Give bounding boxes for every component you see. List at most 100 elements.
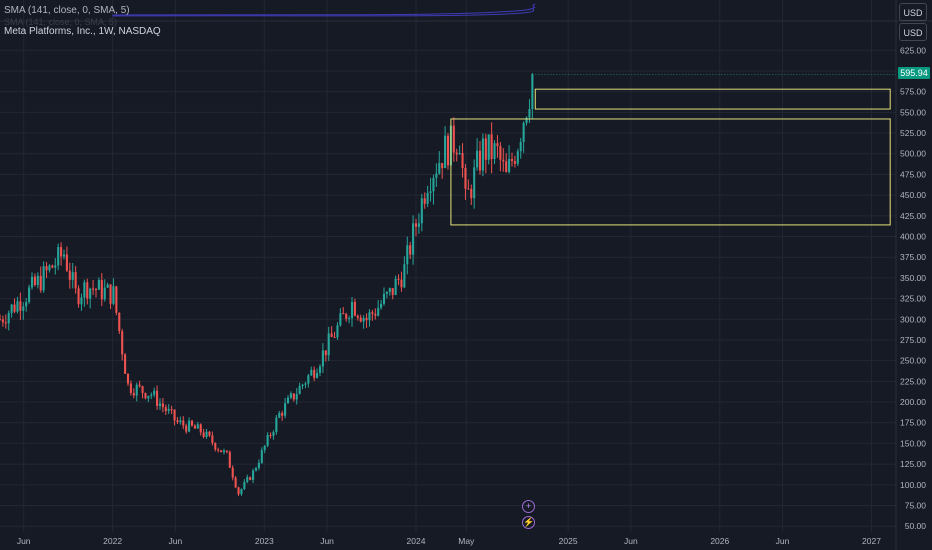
candle-body	[156, 390, 159, 406]
x-tick-label: 2022	[103, 536, 122, 546]
candle-body	[371, 312, 374, 314]
candle-body	[473, 167, 476, 199]
currency-button-main[interactable]: USD	[899, 23, 927, 41]
candle-body	[77, 288, 80, 305]
candle-body	[423, 198, 426, 204]
candle-body	[115, 286, 118, 313]
candle-body	[508, 158, 511, 173]
candle-body	[100, 279, 103, 300]
candle-body	[33, 276, 36, 285]
sma-indicator-pane	[112, 3, 536, 17]
candle-body	[391, 288, 394, 295]
candle-body	[333, 336, 336, 338]
candle-body	[348, 318, 351, 320]
y-tick-label: 550.00	[900, 107, 926, 117]
candle-body	[112, 286, 115, 304]
candle-body	[385, 292, 388, 294]
candle-body	[316, 372, 319, 378]
candle-body	[510, 158, 514, 162]
candle-body	[1, 319, 4, 323]
candle-body	[225, 450, 228, 452]
candle-body	[173, 409, 176, 421]
candle-body	[353, 301, 356, 316]
candle-body	[414, 223, 418, 227]
candle-body	[476, 150, 479, 168]
candle-body	[252, 470, 255, 480]
candle-body	[435, 173, 438, 178]
candle-body	[441, 163, 444, 169]
candle-body	[94, 289, 98, 291]
plus-icon[interactable]: +	[522, 500, 535, 513]
candle-body	[342, 313, 345, 315]
candle-body	[481, 138, 484, 171]
sma-line	[112, 6, 536, 17]
candle-body	[362, 317, 365, 322]
candle-body	[39, 275, 42, 291]
candle-body	[202, 432, 205, 437]
y-tick-label: 125.00	[900, 459, 926, 469]
x-tick-label: 2026	[710, 536, 729, 546]
candle-body	[505, 161, 508, 173]
candle-body	[254, 468, 258, 471]
candle-body	[281, 412, 284, 416]
x-tick-label: 2024	[407, 536, 426, 546]
candle-body	[327, 333, 330, 356]
zone-box	[450, 118, 891, 226]
candle-body	[502, 159, 505, 162]
candle-body	[321, 350, 324, 367]
sma-line	[112, 3, 536, 16]
zone-boxes	[450, 74, 896, 226]
candle-body	[531, 74, 534, 110]
candle-body	[310, 369, 313, 376]
candle-body	[412, 223, 415, 255]
candle-body	[135, 384, 138, 396]
candle-body	[176, 420, 179, 423]
y-tick-label: 625.00	[900, 45, 926, 55]
currency-button-indicator[interactable]: USD	[899, 3, 927, 21]
symbol-title[interactable]: Meta Platforms, Inc., 1W, NASDAQ	[4, 26, 161, 37]
candle-body	[208, 431, 211, 436]
candle-body	[394, 278, 397, 295]
y-tick-label: 575.00	[900, 87, 926, 97]
candle-body	[179, 420, 182, 423]
candle-body	[25, 302, 28, 307]
candle-body	[62, 254, 66, 257]
candle-body	[28, 287, 31, 303]
candle-body	[432, 177, 435, 192]
candle-body	[525, 117, 528, 123]
candle-body	[211, 435, 214, 443]
x-tick-label: 2023	[255, 536, 274, 546]
candle-body	[228, 451, 231, 468]
candle-body	[478, 150, 482, 171]
y-tick-label: 500.00	[900, 149, 926, 159]
candle-body	[16, 301, 19, 312]
candle-body	[359, 317, 362, 322]
sma-indicator-label[interactable]: SMA (141, close, 0, SMA, 5)	[4, 5, 130, 16]
candle-body	[22, 306, 25, 311]
candle-body	[205, 431, 208, 437]
candle-body	[266, 434, 269, 446]
x-tick-label: May	[458, 536, 475, 546]
candle-body	[496, 143, 499, 147]
candle-body	[461, 152, 464, 169]
candle-body	[45, 266, 48, 271]
candle-body	[74, 272, 77, 289]
candle-body	[438, 163, 441, 174]
candle-body	[260, 450, 263, 463]
x-tick-label: Jun	[17, 536, 31, 546]
candle-body	[164, 407, 167, 412]
candle-body	[409, 245, 412, 255]
y-tick-label: 475.00	[900, 169, 926, 179]
candle-body	[380, 303, 383, 308]
candle-body	[446, 135, 450, 166]
candle-body	[7, 313, 10, 324]
y-tick-label: 400.00	[900, 232, 926, 242]
lightning-icon[interactable]: ⚡	[522, 516, 535, 529]
candle-body	[13, 304, 16, 312]
candle-body	[182, 420, 185, 426]
candle-body	[132, 392, 135, 396]
candle-body	[307, 375, 310, 384]
candle-body	[243, 481, 246, 490]
